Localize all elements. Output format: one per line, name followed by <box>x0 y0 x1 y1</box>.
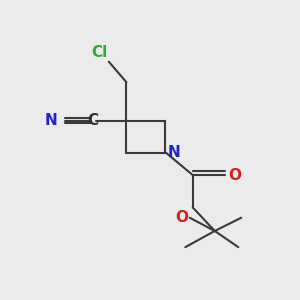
Text: N: N <box>44 113 57 128</box>
Text: O: O <box>229 167 242 182</box>
Text: C: C <box>87 113 98 128</box>
Text: N: N <box>168 146 180 160</box>
Text: Cl: Cl <box>91 45 107 60</box>
Text: O: O <box>175 210 188 225</box>
